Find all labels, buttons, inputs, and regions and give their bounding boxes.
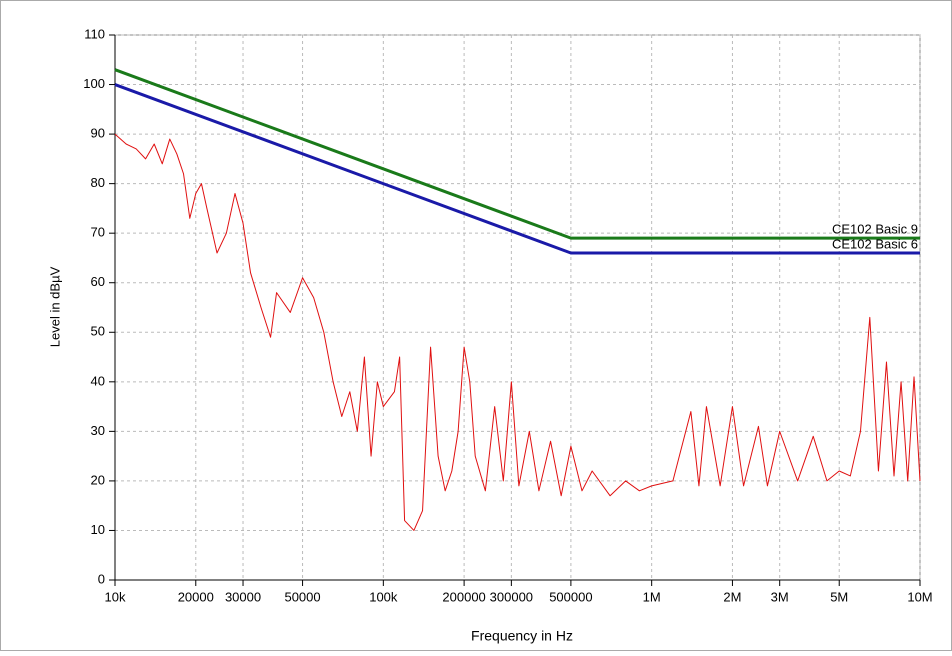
x-tick-label: 10M — [907, 589, 932, 604]
y-tick-label: 80 — [91, 175, 105, 190]
series-line — [114, 68, 920, 240]
y-tick-label: 50 — [91, 324, 105, 339]
x-tick-label: 3M — [771, 589, 789, 604]
x-tick-label: 2M — [723, 589, 741, 604]
x-tick-label: 500000 — [549, 589, 592, 604]
x-tick-label: 30000 — [225, 589, 261, 604]
x-tick-label: 5M — [830, 589, 848, 604]
x-tick-label: 50000 — [284, 589, 320, 604]
x-tick-label: 10k — [105, 589, 126, 604]
x-tick-label: 200000 — [442, 589, 485, 604]
y-tick-label: 70 — [91, 225, 105, 240]
y-tick-label: 0 — [98, 571, 105, 586]
x-tick-label: 100k — [369, 589, 398, 604]
y-tick-label: 90 — [91, 126, 105, 141]
y-tick-label: 10 — [91, 522, 105, 537]
series-line — [114, 133, 921, 531]
y-tick-label: 60 — [91, 274, 105, 289]
x-axis-label: Frequency in Hz — [471, 628, 573, 644]
y-tick-label: 40 — [91, 373, 105, 388]
series-line — [114, 83, 920, 255]
series-label: CE102 Basic 6 — [832, 236, 918, 251]
plot-area — [114, 34, 921, 581]
x-tick-label: 20000 — [178, 589, 214, 604]
y-axis-label: Level in dBµV — [47, 266, 62, 347]
x-tick-label: 300000 — [490, 589, 533, 604]
y-tick-label: 20 — [91, 472, 105, 487]
y-tick-label: 110 — [84, 26, 105, 41]
x-tick-label: 1M — [643, 589, 661, 604]
y-tick-label: 30 — [91, 423, 105, 438]
series-label: CE102 Basic 9 — [832, 222, 918, 237]
y-tick-label: 100 — [83, 76, 105, 91]
